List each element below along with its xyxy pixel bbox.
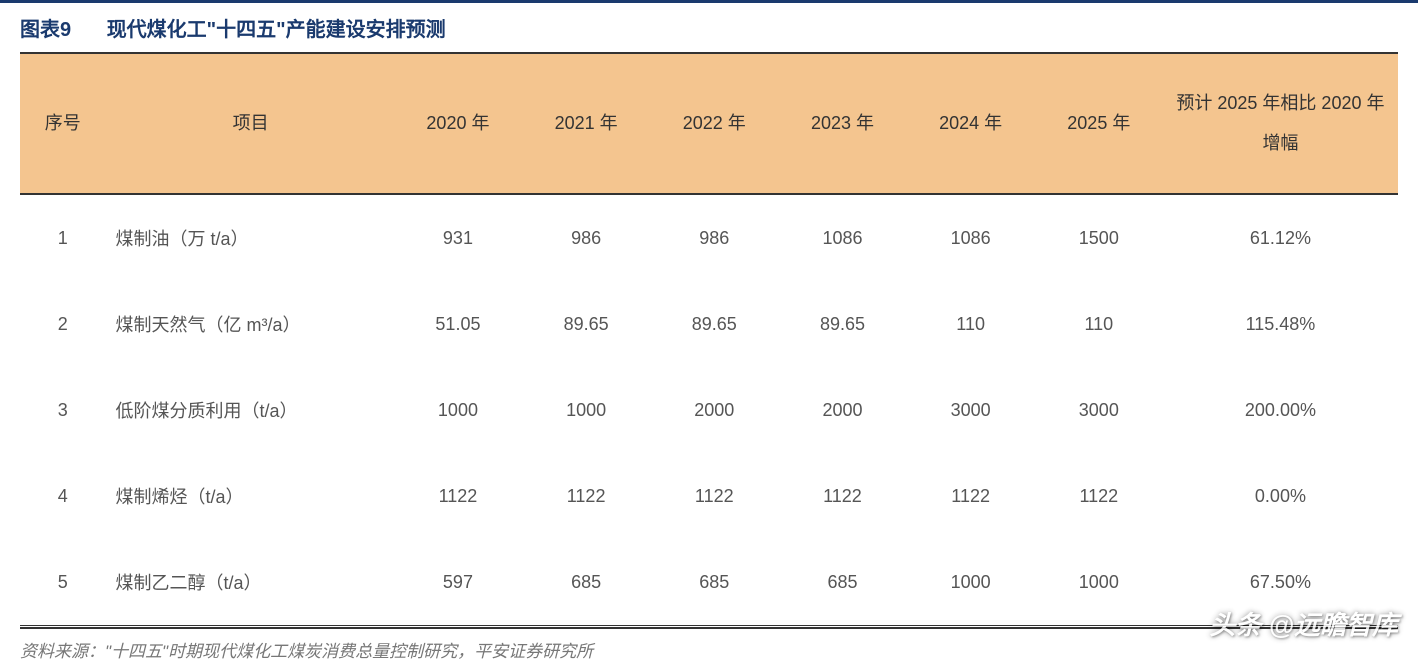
chart-title-text: 现代煤化工"十四五"产能建设安排预测: [107, 19, 446, 41]
cell-value: 110: [1035, 281, 1163, 367]
cell-value: 1000: [394, 367, 522, 453]
table-container: 序号 项目 2020 年 2021 年 2022 年 2023 年 2024 年…: [0, 52, 1418, 625]
cell-value: 1500: [1035, 194, 1163, 281]
cell-value: 1122: [1035, 453, 1163, 539]
cell-value: 110: [907, 281, 1035, 367]
cell-growth: 0.00%: [1163, 453, 1398, 539]
cell-value: 1086: [778, 194, 906, 281]
cell-proj: 低阶煤分质利用（t/a）: [105, 367, 393, 453]
cell-value: 685: [522, 539, 650, 625]
cell-value: 2000: [650, 367, 778, 453]
cell-value: 1122: [522, 453, 650, 539]
cell-value: 685: [650, 539, 778, 625]
cell-seq: 4: [20, 453, 105, 539]
col-2022: 2022 年: [650, 53, 778, 194]
col-2025: 2025 年: [1035, 53, 1163, 194]
cell-proj: 煤制油（万 t/a）: [105, 194, 393, 281]
cell-value: 597: [394, 539, 522, 625]
chart-number: 图表9: [20, 19, 71, 41]
col-growth: 预计 2025 年相比 2020 年增幅: [1163, 53, 1398, 194]
table-row: 4 煤制烯烃（t/a） 1122 1122 1122 1122 1122 112…: [20, 453, 1398, 539]
cell-value: 89.65: [650, 281, 778, 367]
col-2020: 2020 年: [394, 53, 522, 194]
cell-value: 1122: [778, 453, 906, 539]
table-row: 5 煤制乙二醇（t/a） 597 685 685 685 1000 1000 6…: [20, 539, 1398, 625]
cell-value: 1000: [907, 539, 1035, 625]
cell-value: 685: [778, 539, 906, 625]
cell-value: 3000: [1035, 367, 1163, 453]
cell-value: 3000: [907, 367, 1035, 453]
cell-proj: 煤制乙二醇（t/a）: [105, 539, 393, 625]
watermark: 头条 @远瞻智库: [1209, 605, 1398, 642]
cell-value: 1122: [394, 453, 522, 539]
table-header-row: 序号 项目 2020 年 2021 年 2022 年 2023 年 2024 年…: [20, 53, 1398, 194]
capacity-forecast-table: 序号 项目 2020 年 2021 年 2022 年 2023 年 2024 年…: [20, 52, 1398, 625]
cell-seq: 3: [20, 367, 105, 453]
cell-value: 986: [650, 194, 778, 281]
cell-value: 1000: [522, 367, 650, 453]
cell-value: 51.05: [394, 281, 522, 367]
col-2024: 2024 年: [907, 53, 1035, 194]
cell-growth: 61.12%: [1163, 194, 1398, 281]
col-proj: 项目: [105, 53, 393, 194]
source-citation: 资料来源："十四五"时期现代煤化工煤炭消费总量控制研究，平安证券研究所: [0, 629, 1418, 662]
table-row: 2 煤制天然气（亿 m³/a） 51.05 89.65 89.65 89.65 …: [20, 281, 1398, 367]
col-seq: 序号: [20, 53, 105, 194]
cell-growth: 115.48%: [1163, 281, 1398, 367]
cell-seq: 5: [20, 539, 105, 625]
cell-seq: 2: [20, 281, 105, 367]
cell-value: 986: [522, 194, 650, 281]
cell-value: 1086: [907, 194, 1035, 281]
col-2023: 2023 年: [778, 53, 906, 194]
cell-value: 1122: [650, 453, 778, 539]
cell-value: 2000: [778, 367, 906, 453]
cell-proj: 煤制天然气（亿 m³/a）: [105, 281, 393, 367]
cell-value: 89.65: [522, 281, 650, 367]
cell-proj: 煤制烯烃（t/a）: [105, 453, 393, 539]
cell-value: 89.65: [778, 281, 906, 367]
col-2021: 2021 年: [522, 53, 650, 194]
table-row: 1 煤制油（万 t/a） 931 986 986 1086 1086 1500 …: [20, 194, 1398, 281]
cell-growth: 200.00%: [1163, 367, 1398, 453]
cell-value: 1000: [1035, 539, 1163, 625]
cell-value: 931: [394, 194, 522, 281]
cell-seq: 1: [20, 194, 105, 281]
cell-value: 1122: [907, 453, 1035, 539]
table-row: 3 低阶煤分质利用（t/a） 1000 1000 2000 2000 3000 …: [20, 367, 1398, 453]
chart-title: 图表9 现代煤化工"十四五"产能建设安排预测: [0, 0, 1418, 52]
